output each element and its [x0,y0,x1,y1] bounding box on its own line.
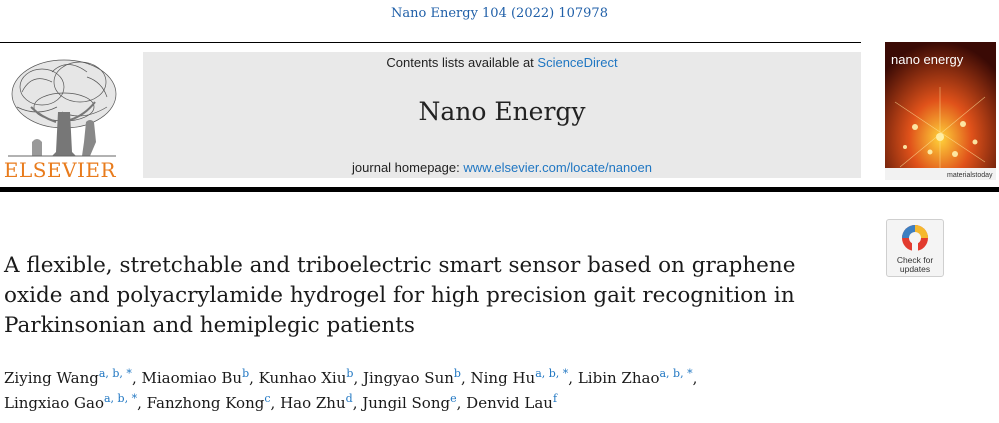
sciencedirect-link[interactable]: ScienceDirect [537,55,618,70]
publisher-name[interactable]: ELSEVIER [3,158,117,182]
elsevier-tree-icon[interactable] [2,52,122,182]
author-affiliation[interactable]: a, b, * [103,392,138,405]
journal-banner: Contents lists available at ScienceDirec… [143,52,861,178]
homepage-link[interactable]: www.elsevier.com/locate/nanoen [463,160,652,175]
author-name[interactable]: Lingxiao Gao [4,394,104,412]
author-affiliation[interactable]: f [552,392,558,405]
journal-title: Nano Energy [418,97,586,126]
author-affiliation[interactable]: b [453,367,461,380]
author-affiliation[interactable]: a, b, * [535,367,569,380]
check-for-updates-label: Check for updates [887,256,943,274]
homepage-prefix: journal homepage: [352,160,464,175]
contents-prefix: Contents lists available at [386,55,538,70]
author-list: Ziying Wanga, b, *, Miaomiao Bub, Kunhao… [4,366,904,416]
contents-line: Contents lists available at ScienceDirec… [143,55,861,70]
cover-title: nano energy [891,52,964,67]
author-affiliation[interactable]: a, b, * [98,367,132,380]
author-affiliation[interactable]: c [264,392,271,405]
badge-line-2: updates [899,264,931,274]
article-title: A flexible, stretchable and triboelectri… [4,251,874,341]
author-name[interactable]: Libin Zhao [577,369,660,387]
author-affiliation[interactable]: b [346,367,354,380]
author-affiliation[interactable]: b [242,367,250,380]
crossmark-icon [902,225,928,252]
author-line: Ziying Wanga, b, *, Miaomiao Bub, Kunhao… [4,367,698,387]
title-line: A flexible, stretchable and triboelectri… [4,253,796,278]
author-name[interactable]: Hao Zhu [280,394,346,412]
cover-footer: materialstoday [947,172,993,179]
author-name[interactable]: Kunhao Xiu [258,369,347,387]
author-name[interactable]: Jingyao Sun [363,369,454,387]
author-name[interactable]: Ziying Wang [4,369,99,387]
journal-citation[interactable]: Nano Energy 104 (2022) 107978 [391,6,608,21]
author-name[interactable]: Fanzhong Kong [146,394,265,412]
author-name[interactable]: Ning Hu [470,369,536,387]
check-for-updates-button[interactable]: Check for updates [886,219,944,277]
author-name[interactable]: Miaomiao Bu [141,369,243,387]
author-name[interactable]: Jungil Song [362,394,451,412]
header-divider [0,187,999,192]
author-line: Lingxiao Gaoa, b, *, Fanzhong Kongc, Hao… [4,392,558,412]
homepage-line: journal homepage: www.elsevier.com/locat… [143,160,861,175]
author-affiliation[interactable]: e [450,392,457,405]
title-line: Parkinsonian and hemiplegic patients [4,313,415,338]
author-affiliation[interactable]: a, b, * [659,367,693,380]
badge-line-1: Check for [896,255,934,265]
title-line: oxide and polyacrylamide hydrogel for hi… [4,283,795,308]
top-divider [0,42,861,43]
author-name[interactable]: Denvid Lau [466,394,553,412]
journal-cover-image[interactable]: nano energy materialstoday [885,42,996,180]
author-affiliation[interactable]: d [345,392,353,405]
